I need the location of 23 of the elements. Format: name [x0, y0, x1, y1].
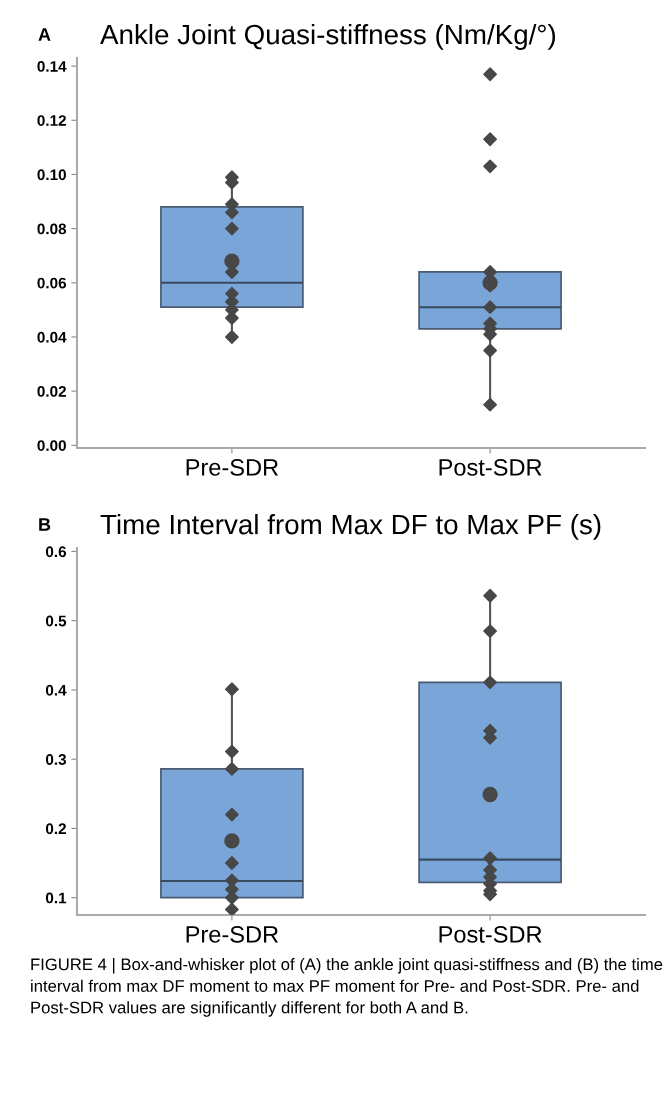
- caption: FIGURE 4 | Box-and-whisker plot of (A) the ankle joint quasi-stiffness and (B) the time interval from max DF moment to max PF moment for Pre- and Post-SDR. Pre- and Post-SDR values are significantly different for both A and B.: [31, 958, 663, 1017]
- text: A: [38, 28, 51, 41]
- x-tick-label: Pre-SDR: [186, 459, 279, 476]
- y-tick-label: 0.1: [45, 892, 67, 904]
- x-tick-label: Post-SDR: [439, 459, 542, 476]
- y-tick-label: 0.02: [37, 385, 66, 397]
- y-tick-label: 0.2: [45, 823, 66, 835]
- chart-title: Ankle Joint Quasi-stiffness (Nm/Kg/°): [100, 23, 556, 50]
- y-tick-label: 0.12: [37, 115, 66, 126]
- chart-title: Time Interval from Max DF to Max PF (s): [100, 513, 601, 540]
- y-tick-label: 0.3: [45, 754, 67, 765]
- y-tick-label: 0.14: [37, 60, 67, 72]
- x-tick-label: Post-SDR: [439, 926, 542, 943]
- y-tick-label: 0.10: [37, 169, 66, 181]
- y-tick-label: 0.04: [37, 331, 67, 343]
- y-tick-label: 0.08: [37, 223, 67, 235]
- text: B: [39, 518, 51, 531]
- y-tick-label: 0.5: [45, 615, 67, 627]
- y-tick-label: 0.6: [45, 546, 67, 558]
- y-tick-label: 0.4: [45, 684, 67, 696]
- y-tick-label: 0.00: [37, 440, 66, 451]
- y-tick-label: 0.06: [37, 277, 67, 289]
- x-tick-label: Pre-SDR: [186, 926, 279, 943]
